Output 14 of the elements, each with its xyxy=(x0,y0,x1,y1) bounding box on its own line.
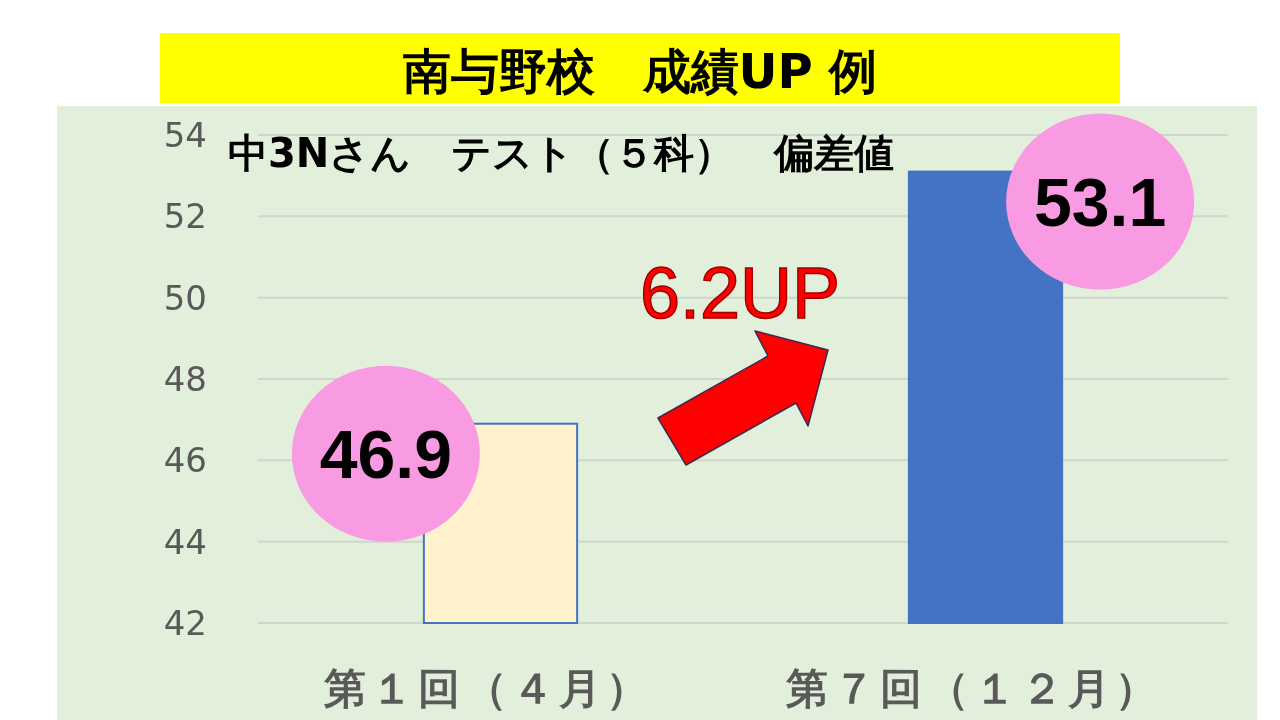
y-tick-label: 54 xyxy=(163,115,207,155)
y-tick-label: 44 xyxy=(163,521,207,562)
chart-subtitle: 中3Nさん テスト（５科） 偏差値 xyxy=(228,130,895,176)
y-tick-label: 52 xyxy=(163,196,207,237)
x-tick-label: 第１回（４月） xyxy=(323,664,653,713)
y-tick-label: 50 xyxy=(163,277,207,318)
y-tick-label: 46 xyxy=(163,440,207,481)
data-label: 53.1 xyxy=(1033,163,1167,240)
chart-title: 南与野校 成績UP 例 xyxy=(402,43,878,99)
data-label: 46.9 xyxy=(319,415,453,492)
y-tick-label: 48 xyxy=(163,359,207,399)
annotation: 6.2UP xyxy=(639,253,841,333)
y-tick-label: 42 xyxy=(163,603,207,643)
x-tick-label: 第７回（１２月） xyxy=(784,664,1162,713)
